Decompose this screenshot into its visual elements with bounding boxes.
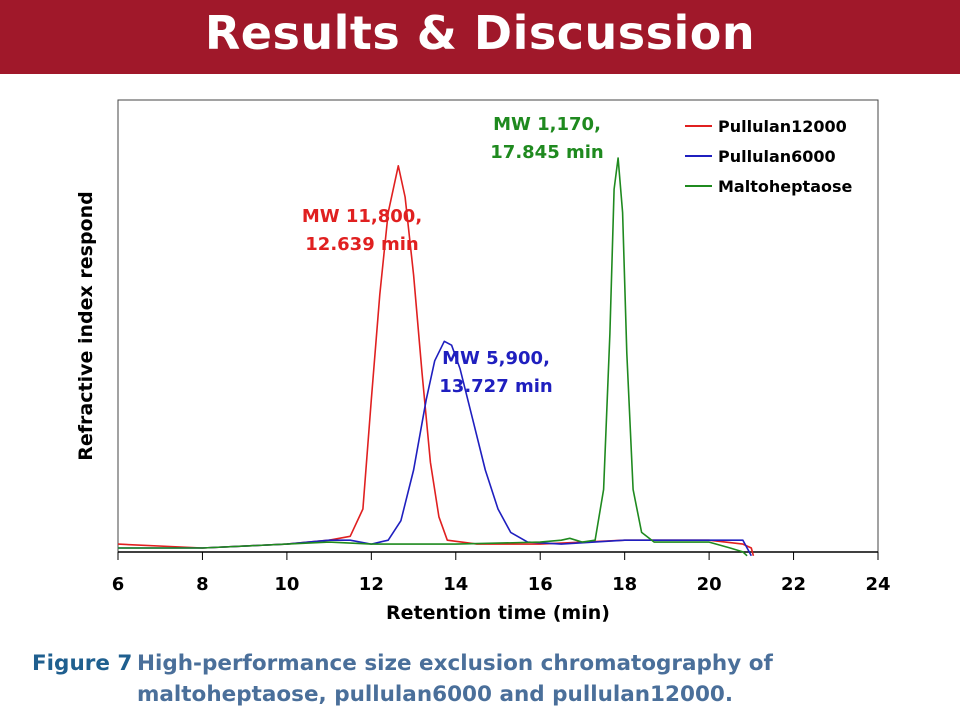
- page-title: Results & Discussion: [204, 6, 756, 60]
- peak-annotation-line1: MW 11,800,: [302, 206, 422, 227]
- series-line-maltoheptaose: [118, 157, 748, 557]
- x-axis-ticks: 6 8 10 12 14 16 18 20 22 24: [112, 552, 891, 595]
- x-tick-label: 22: [781, 574, 806, 595]
- series-lines: [117, 157, 755, 557]
- x-tick-label: 16: [528, 574, 553, 595]
- caption-text: High-performance size exclusion chromato…: [137, 651, 773, 707]
- peak-annotation-line2: 12.639 min: [305, 234, 418, 255]
- series-line-pullulan6000: [118, 340, 753, 557]
- peak-annotations: MW 11,800, 12.639 min MW 5,900, 13.727 min M…: [302, 114, 604, 397]
- legend-label: Pullulan6000: [718, 147, 836, 166]
- x-tick-label: 14: [443, 574, 468, 595]
- x-tick-label: 8: [196, 574, 209, 595]
- series-line-pullulan12000: [117, 165, 755, 557]
- x-tick-label: 12: [359, 574, 384, 595]
- peak-annotation-line2: 17.845 min: [490, 142, 603, 163]
- caption-label: Figure 7: [32, 651, 133, 676]
- x-axis-title: Retention time (min): [386, 602, 610, 624]
- chart-legend: Pullulan12000 Pullulan6000 Maltoheptaose: [685, 117, 853, 196]
- peak-annotation-line1: MW 5,900,: [442, 348, 550, 369]
- plot-frame: [117, 99, 879, 553]
- x-tick-label: 24: [865, 574, 890, 595]
- y-axis-title: Refractive index respond: [75, 191, 97, 460]
- x-tick-label: 6: [112, 574, 125, 595]
- x-tick-label: 20: [697, 574, 722, 595]
- peak-annotation-line1: MW 1,170,: [493, 114, 601, 135]
- x-tick-label: 10: [274, 574, 299, 595]
- title-banner: [0, 0, 960, 74]
- chromatogram-chart: 6 8 10 12 14 16 18 20 22 24 Retention time (min) …: [75, 99, 891, 624]
- legend-label: Maltoheptaose: [718, 177, 853, 196]
- peak-annotation-line2: 13.727 min: [439, 376, 552, 397]
- x-tick-label: 18: [612, 574, 637, 595]
- legend-label: Pullulan12000: [718, 117, 847, 136]
